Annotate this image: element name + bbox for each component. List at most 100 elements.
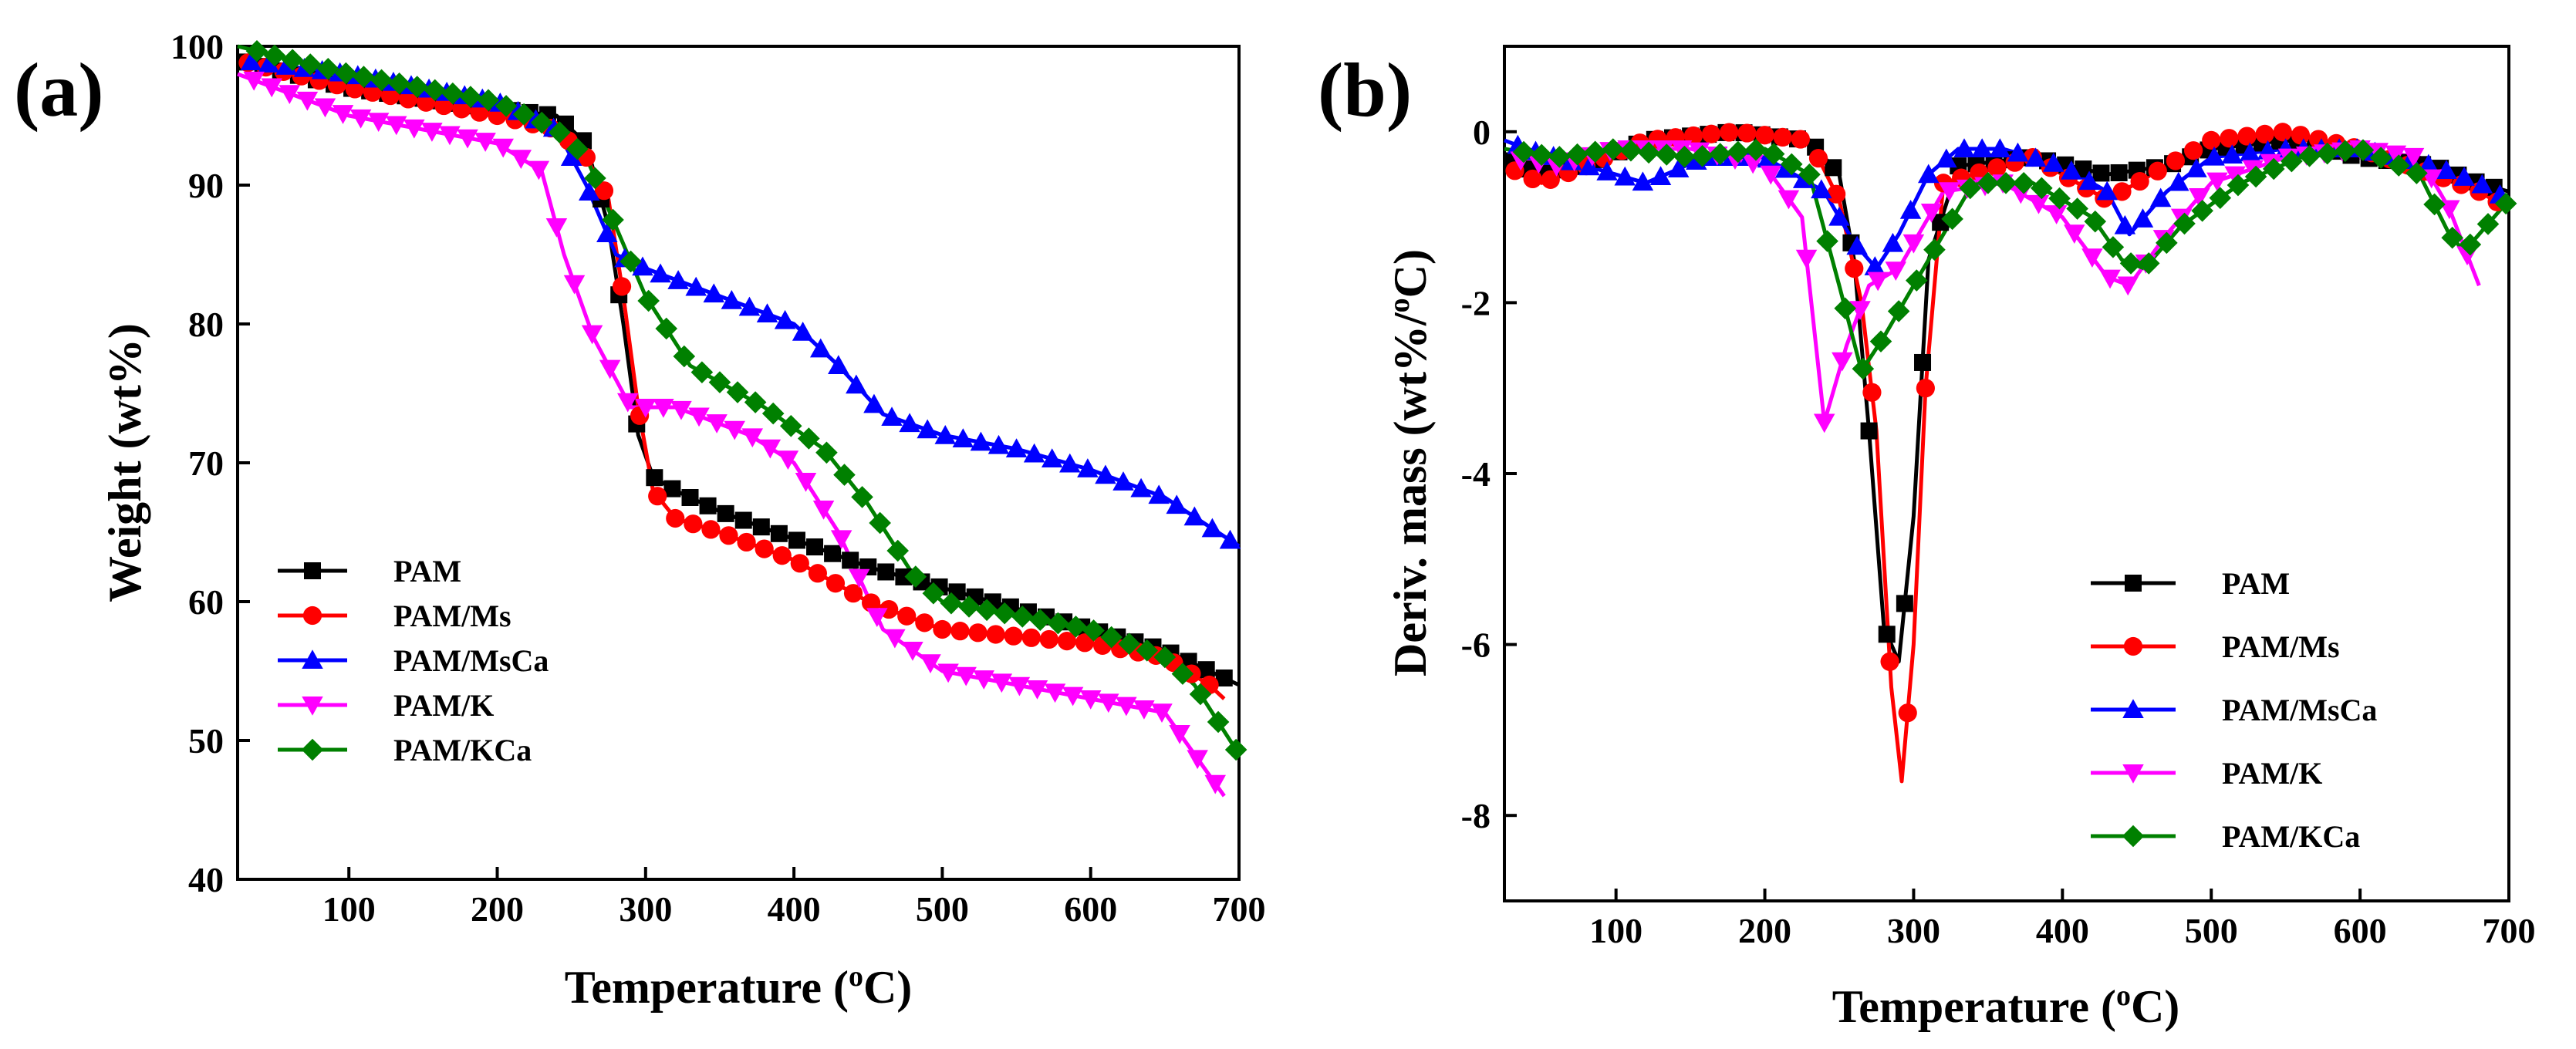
panel-b-x-axis-title-main: Temperature (	[1832, 981, 2116, 1032]
data-point	[1075, 633, 1095, 653]
data-point	[884, 629, 906, 649]
data-point	[620, 250, 642, 273]
data-point	[975, 599, 998, 622]
y-tick-label: -8	[1461, 796, 1491, 835]
data-point	[1153, 646, 1177, 669]
data-point	[970, 431, 992, 451]
legend-label: PAM/KCa	[2222, 819, 2360, 854]
data-point	[281, 49, 304, 72]
data-point	[1813, 413, 1835, 433]
data-point	[708, 371, 731, 393]
data-point	[1041, 448, 1063, 467]
data-point	[904, 565, 927, 588]
data-point	[738, 296, 761, 316]
data-point	[2189, 188, 2210, 207]
data-point	[779, 415, 802, 437]
data-point	[510, 150, 532, 169]
data-point	[1828, 206, 1850, 226]
data-point	[1994, 171, 2017, 194]
legend-label: PAM	[2222, 566, 2290, 601]
legend-marker	[302, 697, 323, 716]
legend-label: PAM/K	[393, 688, 494, 723]
data-point	[1860, 422, 1878, 440]
data-point	[2459, 233, 2482, 256]
data-point	[1760, 165, 1782, 185]
data-point	[434, 96, 454, 116]
data-point	[1885, 261, 1907, 282]
data-point	[851, 486, 873, 508]
data-point	[1082, 619, 1105, 642]
panel-b-x-axis-title: Temperature (oC)	[1832, 980, 2180, 1032]
data-point	[737, 532, 756, 552]
data-point	[2183, 141, 2203, 160]
x-tick-label: 500	[2185, 911, 2238, 950]
legend-marker	[302, 649, 323, 669]
data-point	[530, 111, 553, 134]
data-point	[581, 325, 603, 345]
data-point	[2351, 139, 2375, 161]
panel-a-x-axis-title-degree: o	[849, 960, 863, 993]
panel-b-label: (b)	[1318, 47, 1412, 133]
data-point	[1795, 249, 1818, 269]
data-point	[828, 355, 849, 374]
panel-a-chart: (a) 100 200 300 400 500 600 700405060708090100…	[14, 27, 1266, 1013]
y-tick-label: 50	[188, 721, 224, 761]
data-point	[2007, 142, 2029, 162]
data-point	[1791, 130, 1810, 149]
y-tick-label: 0	[1473, 113, 1491, 152]
data-point	[1878, 626, 1896, 643]
data-point	[824, 545, 842, 562]
data-point	[1727, 140, 1750, 164]
data-point	[1737, 123, 1757, 143]
data-point	[724, 420, 745, 440]
data-point	[790, 554, 809, 573]
data-point	[2012, 171, 2035, 194]
data-point	[881, 406, 903, 427]
data-point	[1941, 207, 1963, 231]
data-point	[863, 393, 885, 413]
data-point	[666, 508, 685, 528]
data-point	[2441, 226, 2464, 249]
data-point	[1936, 148, 1957, 168]
data-point	[1849, 301, 1871, 321]
data-point	[2110, 164, 2128, 181]
data-point	[1827, 184, 1846, 204]
data-point	[512, 103, 535, 126]
legend-label: PAM/MsCa	[2222, 693, 2377, 727]
data-point	[2078, 170, 2100, 191]
panel-b-x-axis-title-unit: C)	[2131, 981, 2179, 1032]
data-point	[2494, 192, 2517, 215]
data-point	[363, 83, 383, 102]
legend-marker	[302, 605, 322, 626]
data-point	[596, 223, 618, 242]
data-point	[752, 518, 770, 536]
panel-b-series-markers	[1503, 123, 2517, 723]
data-point	[915, 613, 934, 632]
data-point	[993, 602, 1016, 625]
data-point	[403, 119, 425, 139]
data-point	[1596, 161, 1618, 180]
data-point	[2099, 269, 2121, 289]
data-point	[528, 160, 550, 180]
data-point	[940, 592, 963, 615]
data-point	[670, 400, 692, 420]
data-point	[770, 524, 788, 542]
data-point	[795, 473, 817, 492]
data-point	[2423, 193, 2446, 216]
data-point	[1201, 518, 1224, 538]
data-point	[243, 71, 265, 91]
panel-b-y-axis-title: Deriv. mass (wt%/oC)	[1383, 249, 1436, 676]
data-point	[2402, 147, 2425, 167]
data-point	[1742, 154, 1764, 174]
data-point	[441, 82, 464, 105]
data-point	[1887, 300, 1910, 322]
data-point	[2206, 172, 2228, 192]
data-point	[1011, 605, 1034, 628]
data-point	[655, 317, 678, 340]
data-point	[1845, 258, 1864, 278]
data-point	[701, 520, 721, 539]
data-point	[663, 480, 681, 498]
data-point	[1008, 676, 1031, 697]
data-point	[952, 428, 974, 448]
data-point	[406, 76, 428, 98]
